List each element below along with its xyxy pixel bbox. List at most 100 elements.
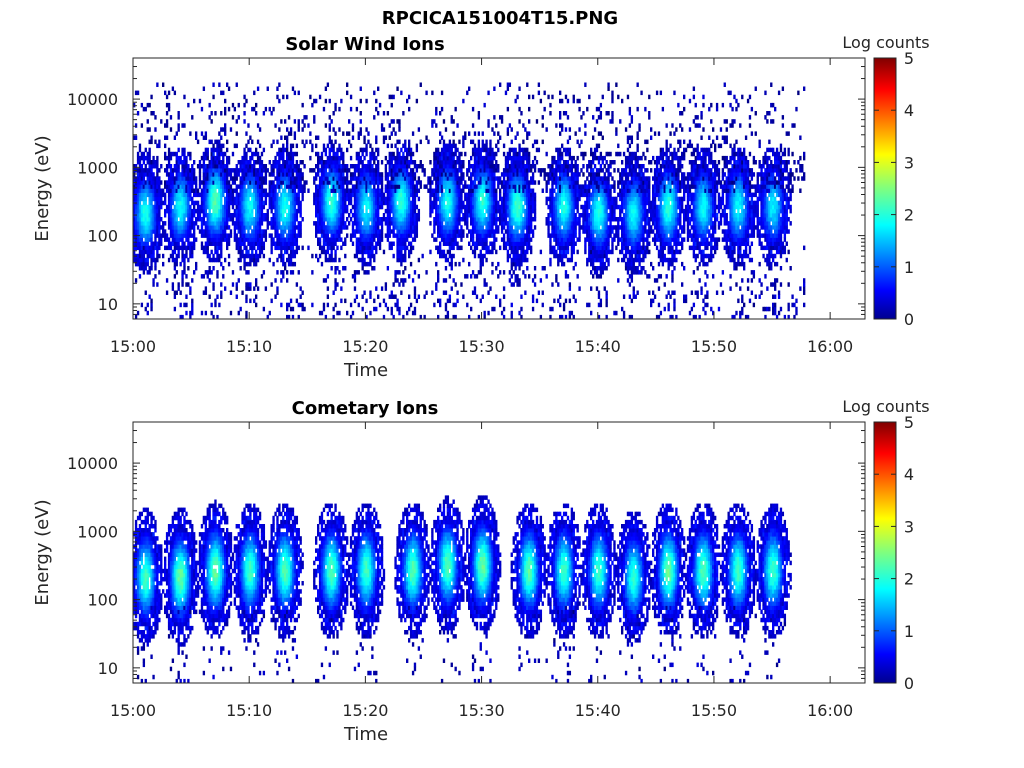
spectrogram-cell (266, 225, 269, 230)
spectrogram-cell (293, 176, 297, 181)
spectrogram-cell (208, 257, 211, 263)
spectrogram-cell (276, 208, 279, 214)
spectrogram-cell (208, 172, 211, 177)
spectrogram-cell (189, 314, 192, 319)
spectrogram-cell (293, 119, 297, 124)
spectrogram-cell (504, 245, 508, 251)
spectrogram-cell (406, 245, 409, 251)
spectrogram-cell (495, 160, 498, 165)
spectrogram-cell (169, 192, 173, 198)
spectrogram-cell (150, 241, 153, 246)
spectrogram-cell (516, 208, 519, 214)
spectrogram-cell (214, 155, 217, 161)
spectrogram-cell (303, 180, 306, 185)
spectrogram-cell (148, 176, 151, 181)
spectrogram-cell (504, 184, 508, 189)
spectrogram-cell (191, 164, 194, 169)
spectrogram-cell (287, 221, 291, 226)
spectrogram-cell (195, 135, 198, 140)
spectrogram-cell (404, 139, 407, 145)
spectrogram-cell (251, 233, 254, 238)
spectrogram-cell (227, 106, 231, 112)
spectrogram-cell (171, 213, 175, 218)
spectrogram-cell (473, 143, 477, 149)
spectrogram-cell (255, 192, 258, 198)
spectrogram-cell (224, 172, 227, 177)
spectrogram-cell (516, 229, 519, 234)
spectrogram-cell (431, 200, 434, 206)
spectrogram-cell (255, 147, 258, 153)
spectrogram-cell (402, 184, 405, 189)
spectrogram-cell (419, 82, 422, 87)
spectrogram-cell (353, 213, 357, 218)
spectrogram-cell (216, 270, 219, 275)
spectrogram-cell (204, 208, 208, 214)
spectrogram-cell (278, 176, 281, 181)
spectrogram-cell (284, 135, 287, 140)
spectrogram-cell (148, 233, 151, 238)
spectrogram-cell (514, 192, 517, 198)
spectrogram-cell (365, 98, 368, 104)
spectrogram-cell (270, 111, 273, 116)
spectrogram-cell (500, 208, 504, 214)
spectrogram-cell (386, 188, 390, 193)
spectrogram-cell (361, 225, 364, 230)
spectrogram-cell (322, 229, 326, 234)
spectrogram-cell (322, 221, 326, 226)
spectrogram-cell (262, 306, 266, 312)
spectrogram-cell (326, 180, 330, 185)
spectrogram-cell (249, 204, 252, 210)
spectrogram-cell (448, 298, 452, 304)
spectrogram-cell (133, 245, 136, 251)
spectrogram-cell (334, 196, 337, 202)
spectrogram-cell (179, 217, 182, 222)
spectrogram-cell (506, 229, 510, 234)
spectrogram-cell (204, 188, 208, 193)
spectrogram-cell (247, 180, 250, 185)
spectrogram-cell (392, 213, 395, 218)
spectrogram-cell (204, 233, 208, 238)
spectrogram-cell (377, 229, 380, 234)
spectrogram-cell (460, 200, 463, 206)
spectrogram-cell (260, 176, 264, 181)
spectrogram-cell (216, 229, 219, 234)
spectrogram-cell (231, 115, 235, 120)
spectrogram-cell (336, 282, 339, 287)
spectrogram-cell (177, 184, 180, 189)
spectrogram-cell (351, 164, 355, 169)
spectrogram-cell (326, 82, 330, 87)
spectrogram-cell (214, 168, 217, 173)
spectrogram-cell (508, 237, 512, 242)
spectrogram-cell (295, 282, 299, 287)
spectrogram-cell (216, 160, 219, 165)
spectrogram-cell (330, 204, 333, 210)
spectrogram-cell (394, 213, 397, 218)
spectrogram-cell (477, 208, 481, 214)
spectrogram-cell (367, 196, 370, 202)
spectrogram-cell (237, 200, 240, 206)
spectrogram-cell (392, 127, 395, 132)
spectrogram-cell (522, 168, 525, 173)
spectrogram-cell (134, 257, 138, 263)
spectrogram-cell (326, 204, 330, 210)
spectrogram-cell (433, 196, 436, 202)
spectrogram-cell (204, 147, 208, 153)
spectrogram-cell (386, 176, 390, 181)
spectrogram-cell (495, 204, 498, 210)
spectrogram-cell (338, 217, 341, 222)
spectrogram-cell (446, 143, 450, 149)
spectrogram-cell (382, 298, 386, 304)
spectrogram-cell (444, 208, 448, 214)
spectrogram-cell (406, 204, 409, 210)
spectrogram-cell (148, 188, 151, 193)
spectrogram-cell (134, 196, 138, 202)
spectrogram-cell (260, 160, 264, 165)
spectrogram-cell (450, 221, 453, 226)
spectrogram-cell (361, 237, 364, 242)
spectrogram-cell (336, 204, 339, 210)
spectrogram-cell (322, 233, 326, 238)
spectrogram-cell (375, 147, 378, 153)
spectrogram-cell (251, 139, 254, 145)
spectrogram-cell (210, 204, 213, 210)
spectrogram-cell (169, 208, 173, 214)
